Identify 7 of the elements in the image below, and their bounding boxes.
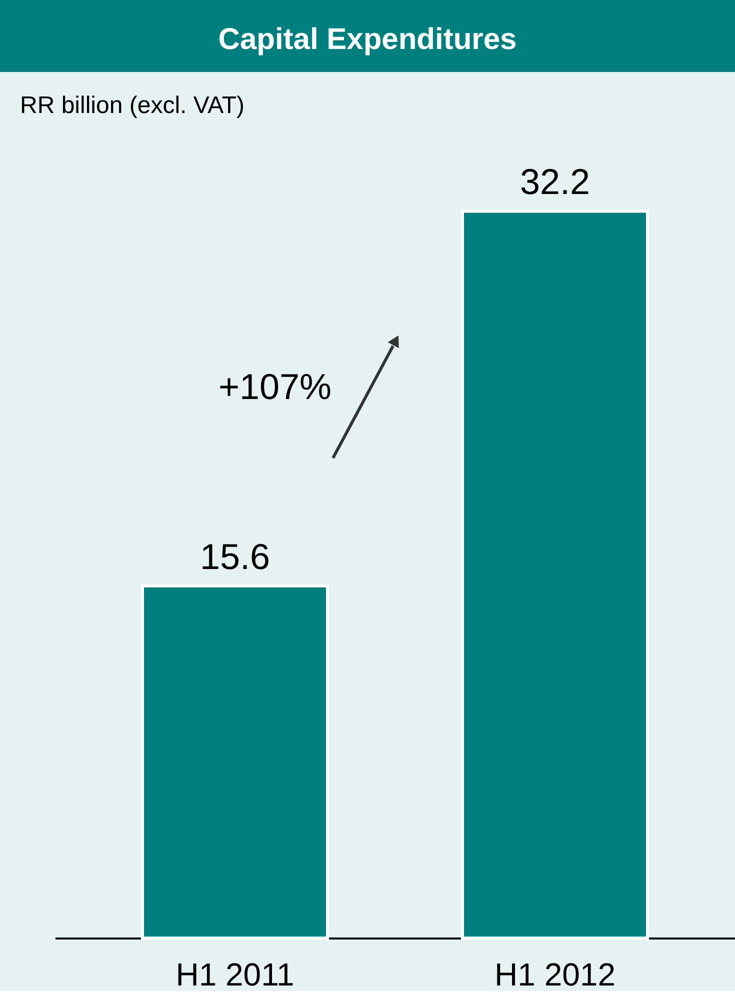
chart-title: Capital Expenditures	[218, 23, 517, 56]
chart-subtitle: RR billion (excl. VAT)	[20, 92, 244, 119]
data-label: 32.2	[520, 161, 590, 202]
data-label: 15.6	[200, 536, 270, 577]
x-tick-label: H1 2012	[494, 956, 616, 992]
x-tick-label: H1 2011	[176, 956, 294, 992]
annotation: +107%	[218, 366, 332, 407]
